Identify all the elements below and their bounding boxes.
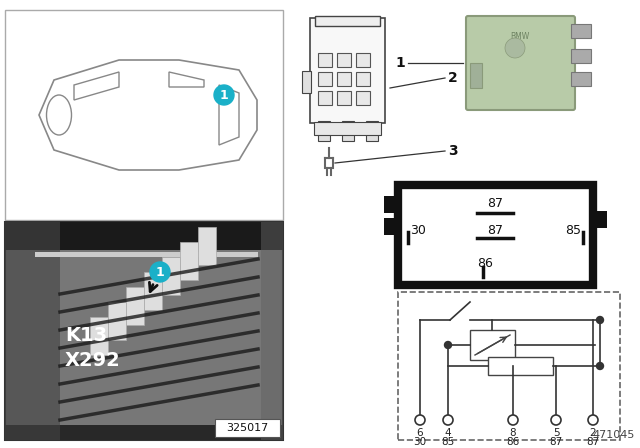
Text: 1: 1 xyxy=(220,89,228,102)
Text: K13: K13 xyxy=(65,326,107,345)
Circle shape xyxy=(415,415,425,425)
Bar xyxy=(261,222,283,440)
Bar xyxy=(342,121,354,141)
Bar xyxy=(126,287,144,325)
Bar xyxy=(108,302,126,340)
Text: 87: 87 xyxy=(549,437,563,447)
Bar xyxy=(337,72,351,86)
Circle shape xyxy=(214,85,234,105)
Bar xyxy=(318,121,330,141)
Text: 30: 30 xyxy=(413,437,427,447)
Text: 325017: 325017 xyxy=(226,423,268,433)
Text: 87: 87 xyxy=(487,224,503,237)
Bar xyxy=(162,257,180,295)
Bar xyxy=(5,222,60,440)
Bar xyxy=(593,211,607,228)
Bar xyxy=(356,53,370,67)
Text: 87: 87 xyxy=(586,437,600,447)
Text: X292: X292 xyxy=(65,351,121,370)
Bar xyxy=(90,317,108,355)
FancyBboxPatch shape xyxy=(466,16,575,110)
Text: 85: 85 xyxy=(565,224,581,237)
Bar xyxy=(144,272,162,310)
Circle shape xyxy=(445,341,451,349)
Text: 3: 3 xyxy=(448,144,458,158)
Bar xyxy=(356,72,370,86)
Bar xyxy=(314,122,381,135)
Bar xyxy=(571,72,591,86)
Bar xyxy=(60,250,261,425)
Text: 30: 30 xyxy=(410,224,426,237)
Bar xyxy=(5,425,283,440)
Bar xyxy=(571,24,591,38)
Circle shape xyxy=(596,362,604,370)
Bar xyxy=(180,242,198,280)
Text: 86: 86 xyxy=(477,257,493,270)
Text: 6: 6 xyxy=(417,428,423,438)
Circle shape xyxy=(588,415,598,425)
Bar xyxy=(337,91,351,105)
Bar xyxy=(470,330,515,360)
Text: 5: 5 xyxy=(553,428,559,438)
Text: BMW: BMW xyxy=(510,31,530,40)
Bar xyxy=(5,10,283,220)
Circle shape xyxy=(596,316,604,323)
Bar xyxy=(488,357,553,375)
Bar xyxy=(470,63,482,88)
Circle shape xyxy=(505,38,525,58)
Bar xyxy=(318,53,332,67)
Text: 2: 2 xyxy=(448,71,458,85)
Bar xyxy=(571,49,591,63)
Text: 86: 86 xyxy=(506,437,520,447)
Bar xyxy=(35,252,258,257)
Bar xyxy=(310,18,385,123)
Bar xyxy=(5,222,283,250)
Bar xyxy=(318,91,332,105)
Circle shape xyxy=(443,415,453,425)
Text: 85: 85 xyxy=(442,437,454,447)
Text: 4: 4 xyxy=(445,428,451,438)
Circle shape xyxy=(508,415,518,425)
Bar xyxy=(398,292,620,440)
Bar xyxy=(366,121,378,141)
Bar xyxy=(60,330,135,385)
Text: 87: 87 xyxy=(487,197,503,210)
Bar xyxy=(384,196,398,213)
Bar xyxy=(356,91,370,105)
Text: 1: 1 xyxy=(396,56,405,70)
Text: 8: 8 xyxy=(509,428,516,438)
Bar xyxy=(337,53,351,67)
Circle shape xyxy=(150,262,170,282)
Bar xyxy=(384,218,398,235)
Bar xyxy=(318,72,332,86)
Text: 1: 1 xyxy=(156,266,164,279)
Text: 2: 2 xyxy=(589,428,596,438)
Text: 471045: 471045 xyxy=(593,430,635,440)
Bar xyxy=(302,71,311,93)
Bar xyxy=(315,16,380,26)
Circle shape xyxy=(551,415,561,425)
Bar xyxy=(398,185,593,285)
Bar xyxy=(215,419,280,437)
Bar xyxy=(5,222,283,440)
Bar xyxy=(198,227,216,265)
